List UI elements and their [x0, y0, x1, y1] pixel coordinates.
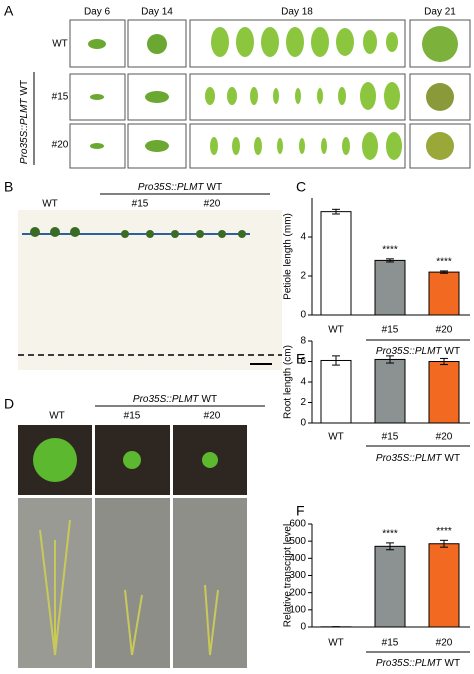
y-tick-label: 500 [289, 536, 306, 547]
plant-photos [88, 26, 458, 160]
y-tick-label: 2 [300, 271, 306, 282]
error-bar [440, 357, 448, 366]
column-label: #15 [124, 411, 141, 422]
genotype-plain: WT [207, 182, 223, 193]
panel-label: C [296, 179, 306, 195]
error-bar [332, 355, 340, 366]
significance: **** [436, 257, 452, 268]
genotype-italic: Pro35S::PLMT [138, 182, 204, 193]
column-label: #15 [132, 199, 149, 210]
x-tick-label: WT [328, 638, 344, 649]
seedlings [30, 227, 246, 238]
genotype-plain: WT [19, 80, 30, 96]
column-label: #20 [204, 411, 221, 422]
bar [428, 361, 460, 424]
panel-label: E [296, 351, 305, 367]
group-label: Pro35S::PLMT WT [376, 346, 460, 357]
rosettes [33, 438, 218, 482]
genotype-plain: WT [202, 394, 218, 405]
adult-photos [18, 498, 247, 668]
y-tick-label: 4 [300, 377, 306, 388]
y-tick-label: 0 [300, 418, 306, 429]
x-tick-label: #20 [436, 325, 453, 336]
x-tick-label: #20 [436, 432, 453, 443]
column-label: WT [49, 411, 65, 422]
group-italic: Pro35S::PLMT [376, 346, 442, 357]
error-bar [440, 270, 448, 274]
day-label: Day 18 [281, 7, 313, 18]
y-axis-label: Petiole length (mm) [283, 213, 294, 300]
column-label: #20 [204, 199, 221, 210]
y-axis-label: Root length (cm) [283, 345, 294, 419]
y-tick-label: 100 [289, 604, 306, 615]
genotype-italic: Pro35S::PLMT [19, 98, 30, 164]
row-label: #15 [52, 92, 69, 103]
panel-label: D [4, 396, 14, 412]
group-plain: WT [445, 346, 461, 357]
significance: **** [436, 526, 452, 537]
y-tick-label: 2 [300, 397, 306, 408]
y-axis-label: Relative transcript level [283, 524, 294, 627]
y-tick-label: 0 [300, 310, 306, 321]
inflorescences [39, 519, 219, 656]
significance: **** [382, 244, 398, 255]
x-tick-label: WT [328, 325, 344, 336]
y-tick-label: 8 [300, 336, 306, 347]
row-label: WT [52, 39, 68, 50]
row-label: #20 [52, 140, 69, 151]
significance: **** [382, 529, 398, 540]
bar [428, 543, 460, 628]
group-italic: Pro35S::PLMT [376, 453, 442, 464]
bar [374, 358, 406, 424]
day-label: Day 21 [424, 7, 456, 18]
charts: C Petiole length (mm) 0 2 4 WT **** #15 **** #20 P… [283, 179, 470, 669]
x-tick-label: #20 [436, 638, 453, 649]
error-bar [386, 542, 394, 551]
group-plain: WT [445, 453, 461, 464]
panel-label: A [4, 3, 14, 19]
bar [374, 545, 406, 628]
bar [320, 359, 352, 424]
x-tick-label: #15 [382, 432, 399, 443]
bar [428, 271, 460, 316]
y-tick-label: 600 [289, 519, 306, 530]
group-label: Pro35S::PLMT WT [376, 453, 460, 464]
y-tick-label: 0 [300, 622, 306, 633]
group-plain: WT [445, 658, 461, 669]
y-tick-label: 200 [289, 587, 306, 598]
error-bar [386, 258, 394, 263]
panel-label: F [296, 503, 305, 519]
y-tick-label: 400 [289, 553, 306, 564]
error-bar [386, 355, 394, 364]
x-tick-label: WT [328, 432, 344, 443]
y-tick-label: 6 [300, 356, 306, 367]
column-label: WT [42, 199, 58, 210]
group-italic: Pro35S::PLMT [376, 658, 442, 669]
y-tick-label: 4 [300, 232, 306, 243]
panel-label: B [4, 179, 13, 195]
day-label: Day 14 [141, 7, 173, 18]
x-tick-label: #15 [382, 325, 399, 336]
error-bar [332, 208, 340, 215]
group-label: Pro35S::PLMT WT [376, 658, 460, 669]
bar [374, 259, 406, 316]
x-tick-label: #15 [382, 638, 399, 649]
genotype-italic: Pro35S::PLMT [133, 394, 199, 405]
error-bar [440, 539, 448, 548]
y-tick-label: 300 [289, 570, 306, 581]
bar [320, 211, 352, 316]
day-label: Day 6 [84, 7, 111, 18]
genotype-label: Pro35S::PLMT WT [19, 80, 30, 164]
